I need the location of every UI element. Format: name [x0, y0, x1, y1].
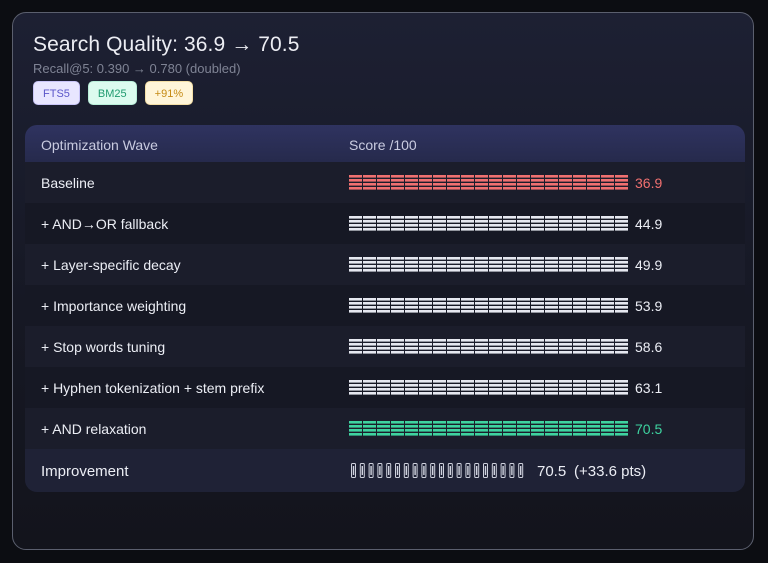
- row-score: 49.9: [635, 257, 663, 273]
- row-score: 70.5: [635, 421, 663, 437]
- badge-bm25: BM25: [87, 81, 137, 105]
- score-bar: [349, 216, 628, 231]
- row-label: + AND relaxation: [41, 421, 147, 437]
- improvement-bar: [351, 463, 524, 478]
- badge-improvement: +91%: [144, 81, 194, 105]
- table-row: + AND relaxation 70.5: [25, 408, 745, 449]
- row-label: + Layer-specific decay: [41, 257, 181, 273]
- row-score: 36.9: [635, 175, 663, 191]
- column-header-score: Score /100: [349, 137, 417, 153]
- score-bar: [349, 298, 628, 313]
- row-label: + AND→OR fallback: [41, 216, 169, 232]
- table-header: Optimization Wave Score /100: [25, 125, 745, 162]
- improvement-delta: (+33.6 pts): [574, 463, 647, 480]
- score-bar: [349, 175, 628, 190]
- search-quality-card: Search Quality: 36.9 → 70.5 Recall@5: 0.…: [12, 12, 754, 550]
- badge-group: FTS5 BM25 +91%: [33, 81, 194, 105]
- table-row: Baseline 36.9: [25, 162, 745, 203]
- page-subtitle: Recall@5: 0.390 → 0.780 (doubled): [33, 61, 241, 76]
- row-label: + Stop words tuning: [41, 339, 166, 355]
- table-row: + Importance weighting 53.9: [25, 285, 745, 326]
- results-table: Optimization Wave Score /100 Baseline 36…: [25, 125, 745, 492]
- improvement-row: Improvement 70.5 (+33.6 pts): [25, 449, 745, 492]
- row-score: 58.6: [635, 339, 663, 355]
- page-title: Search Quality: 36.9 → 70.5: [33, 33, 300, 56]
- table-row: + Stop words tuning 58.6: [25, 326, 745, 367]
- score-bar: [349, 421, 628, 436]
- table-row: + AND→OR fallback 44.9: [25, 203, 745, 244]
- column-header-wave: Optimization Wave: [41, 137, 158, 153]
- badge-fts5: FTS5: [33, 81, 80, 105]
- score-bar: [349, 257, 628, 272]
- table-row: + Hyphen tokenization + stem prefix 63.1: [25, 367, 745, 408]
- score-bar: [349, 380, 628, 395]
- improvement-label: Improvement: [41, 463, 129, 480]
- score-bar: [349, 339, 628, 354]
- row-label: Baseline: [41, 175, 95, 191]
- row-score: 53.9: [635, 298, 663, 314]
- improvement-value: 70.5: [537, 463, 567, 480]
- row-score: 63.1: [635, 380, 663, 396]
- row-label: + Importance weighting: [41, 298, 187, 314]
- row-label: + Hyphen tokenization + stem prefix: [41, 380, 265, 396]
- row-score: 44.9: [635, 216, 663, 232]
- table-row: + Layer-specific decay 49.9: [25, 244, 745, 285]
